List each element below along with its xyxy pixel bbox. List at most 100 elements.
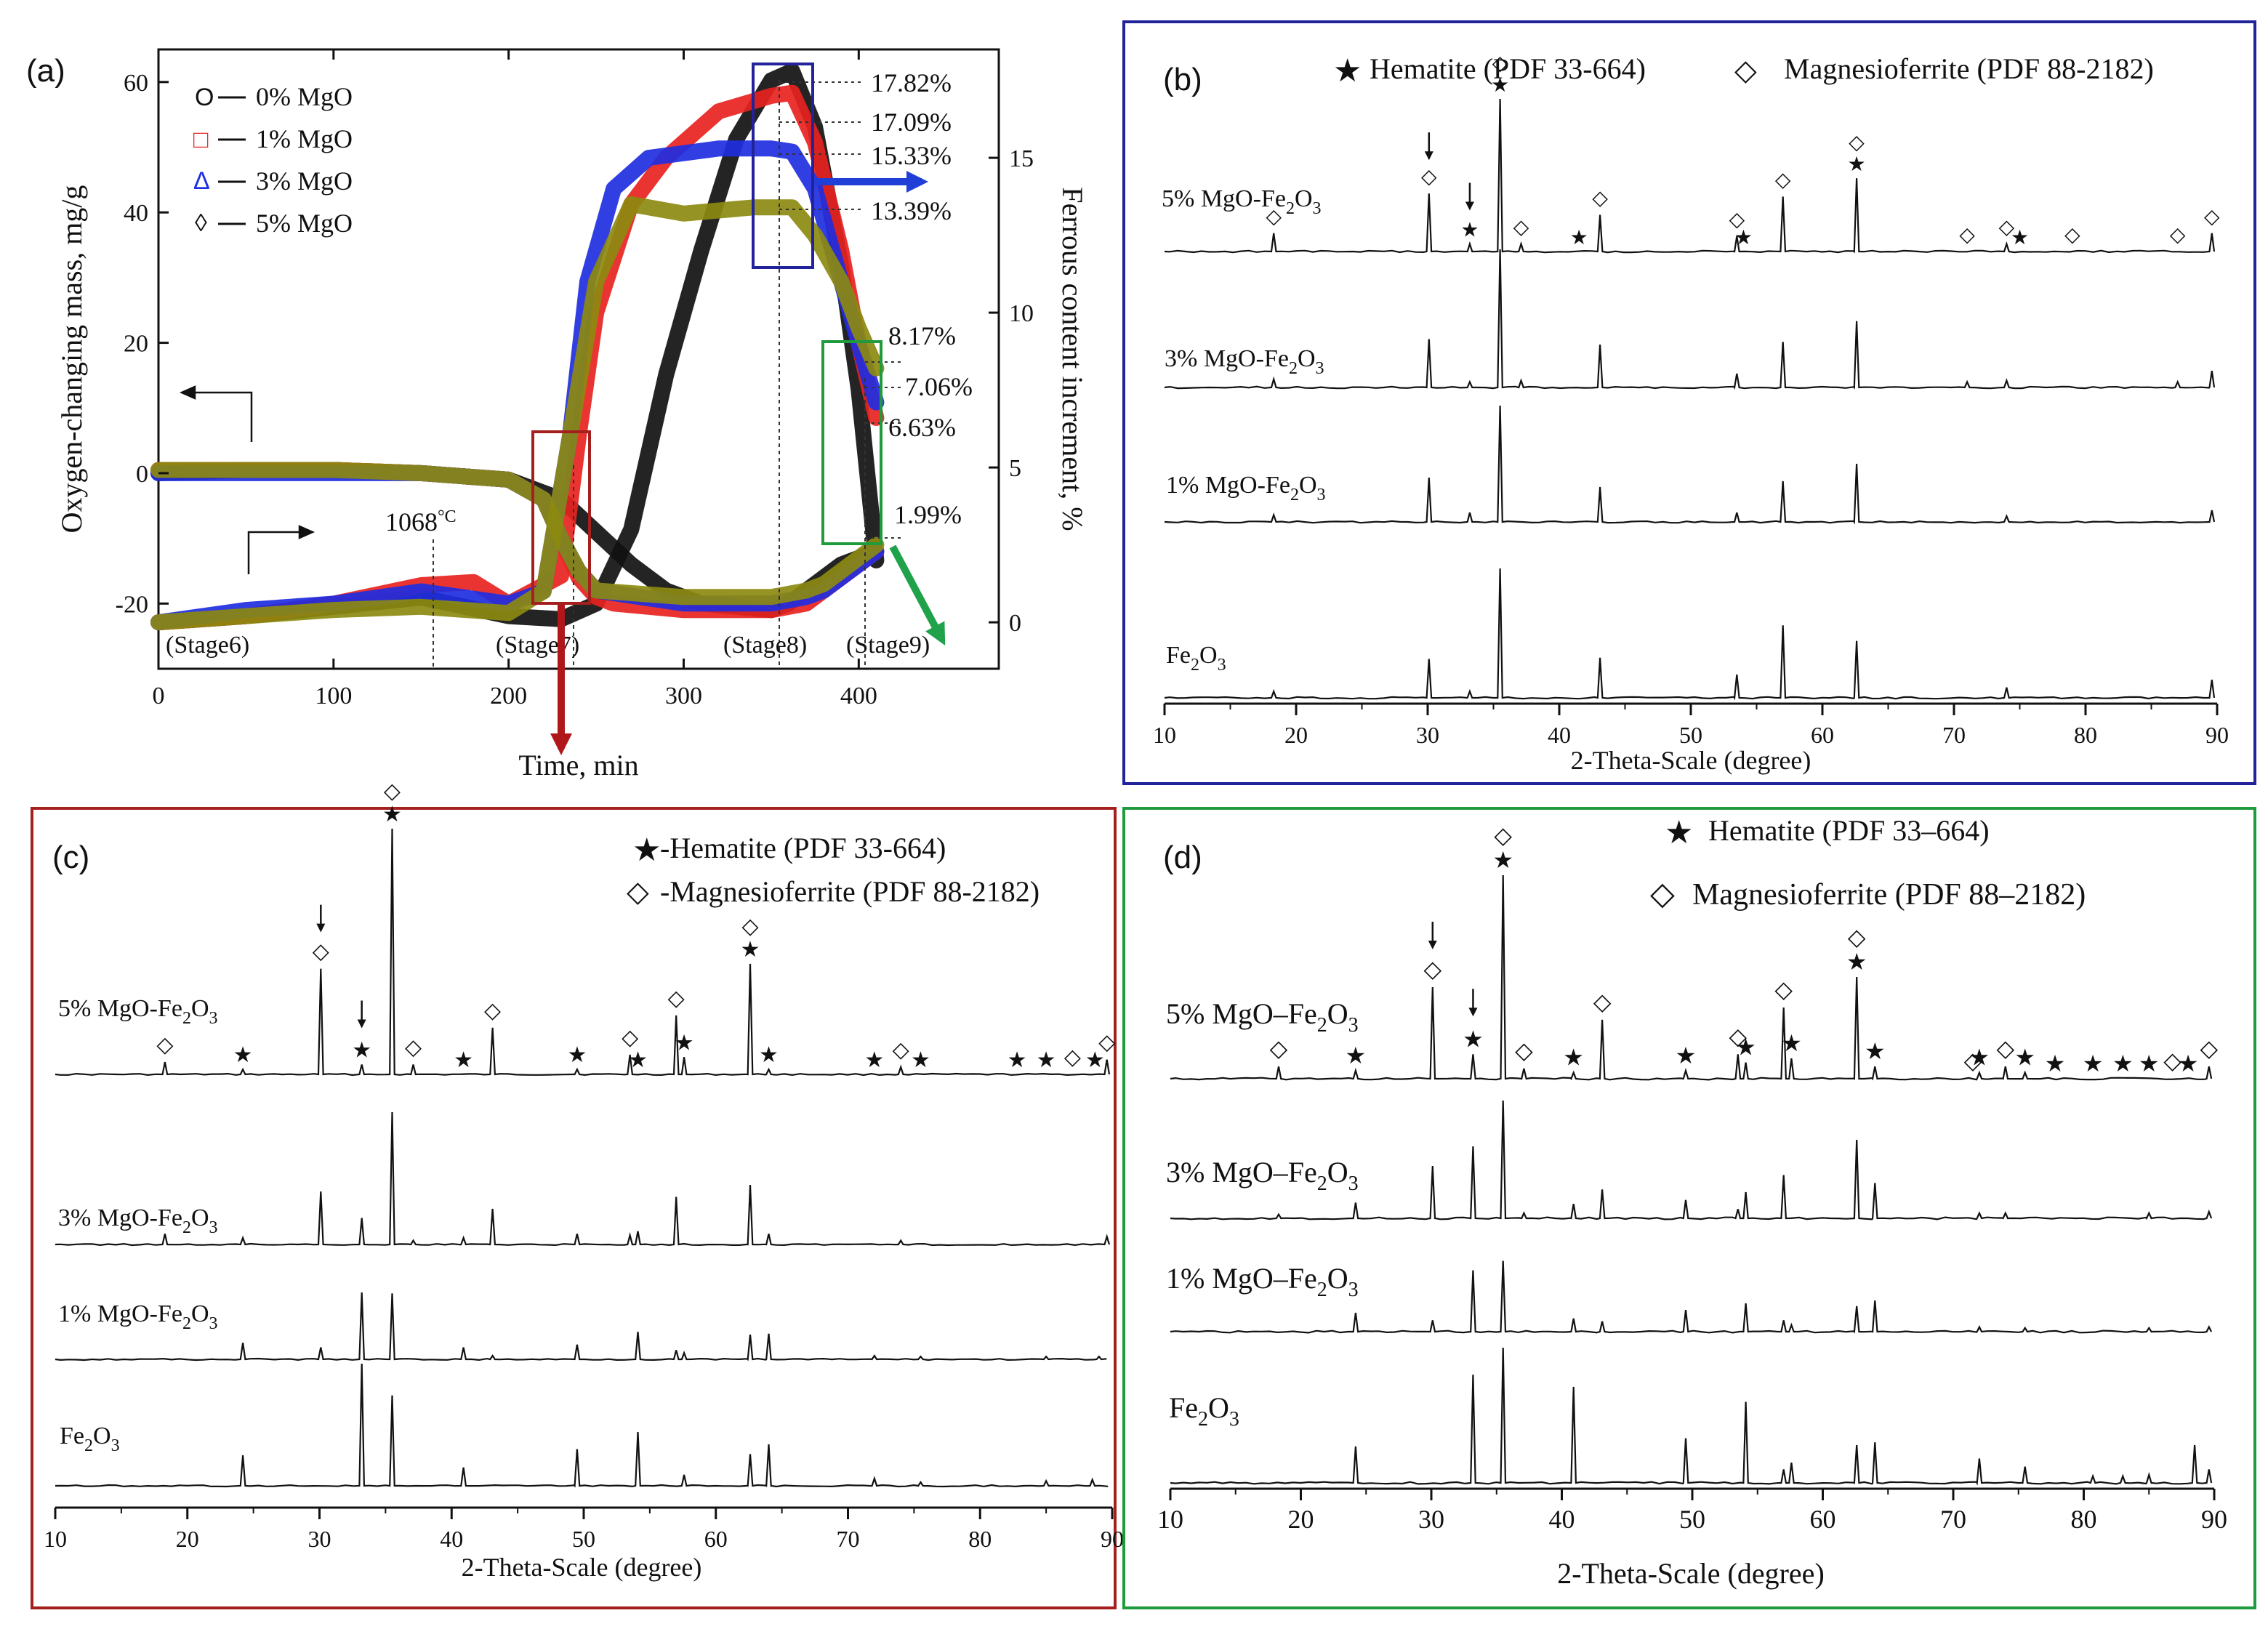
b-x-tick-label-7: 80 bbox=[2074, 722, 2097, 748]
panel-d-sample-label-5pct: 5% MgO–Fe2O3 bbox=[1166, 997, 1359, 1037]
panel-c-legend-hematite: -Hematite (PDF 33-664) bbox=[660, 832, 946, 864]
c-trace-1-mgo-fe2o3 bbox=[55, 1292, 1107, 1362]
legend-1pct-label: 1% MgO bbox=[256, 124, 353, 153]
panel-c-border bbox=[31, 807, 1117, 1609]
c-x-tick-label-0: 10 bbox=[44, 1526, 67, 1552]
c-magnesioferrite-marker-0: ◇ bbox=[156, 1033, 173, 1057]
a-yl-tick-label-3: 40 bbox=[124, 200, 148, 227]
d-x-tick-label-1: 20 bbox=[1288, 1505, 1314, 1534]
c-hematite-marker-3: ★ bbox=[454, 1048, 473, 1072]
percent-label-17-82: 17.82% bbox=[871, 68, 952, 97]
d-magnesioferrite-marker-10: ◇ bbox=[2163, 1047, 2181, 1074]
panel-b-legend-hematite-marker: ★ bbox=[1333, 53, 1362, 89]
a-yl-tick-label-2: 20 bbox=[124, 331, 148, 358]
d-magnesioferrite-marker-7: ◇ bbox=[1848, 924, 1866, 950]
c-hematite-marker-11: ★ bbox=[1008, 1048, 1027, 1072]
panel-a-plot-frame bbox=[157, 48, 1000, 670]
panel-c-phase-markers: ◇◇◇◇◇◇◇◇◇ ◇◇★ ★★★ ★ ★★★★ ★ ★ ★ ★ ★ bbox=[156, 779, 1115, 1072]
c-x-tick-label-1: 20 bbox=[176, 1526, 199, 1552]
c-magnesioferrite-marker-6: ◇ bbox=[668, 986, 685, 1010]
legend-3pct-label: 3% MgO bbox=[256, 166, 353, 196]
d-hematite-marker-4: ★ bbox=[1676, 1042, 1697, 1069]
panel-b-traces bbox=[1164, 98, 2216, 701]
b-magnesioferrite-marker-9: ◇ bbox=[1999, 217, 2015, 239]
c-hematite-marker-10: ★ bbox=[911, 1048, 930, 1072]
b-trace-5-mgo-fe2o3 bbox=[1164, 98, 2216, 254]
left-axis-indicator-arrow bbox=[179, 385, 253, 442]
c-magnesioferrite-marker-10: ◇ bbox=[1098, 1031, 1115, 1055]
d-hematite-marker-3: ★ bbox=[1563, 1045, 1584, 1071]
c-x-tick-label-5: 60 bbox=[704, 1526, 728, 1552]
d-trace-1-mgo-fe2o3 bbox=[1170, 1260, 2213, 1334]
b-down-arrowhead-1 bbox=[1465, 201, 1474, 211]
panel-a-axes: 0 100 200 300 400 -20 0 20 40 60 0 5 10 15 bbox=[116, 49, 1034, 709]
b-magnesioferrite-marker-8: ◇ bbox=[1959, 224, 1975, 246]
d-x-tick-label-3: 40 bbox=[1549, 1505, 1575, 1534]
d-hematite-marker-2: ★ bbox=[1492, 847, 1513, 873]
d-hematite-marker-6: ★ bbox=[1781, 1030, 1802, 1056]
panel-b-legend-magnesioferrite-marker: ◇ bbox=[1734, 54, 1757, 87]
b-x-tick-label-5: 60 bbox=[1811, 722, 1834, 748]
c-magnesioferrite-marker-7: ◇ bbox=[741, 914, 758, 938]
panel-d-legend-hematite: Hematite (PDF 33–664) bbox=[1708, 814, 1990, 847]
b-trace-1-mgo-fe2o3 bbox=[1164, 405, 2216, 525]
b-hematite-marker-1: ★ bbox=[1491, 74, 1509, 97]
c-x-tick-label-8: 90 bbox=[1101, 1526, 1124, 1552]
panel-b-sample-label-1pct: 1% MgO-Fe2O3 bbox=[1166, 472, 1326, 504]
panel-a-legend: O 0% MgO □ 1% MgO Δ 3% MgO ◊ 5% MgO bbox=[193, 82, 353, 238]
a-x-tick-label-1: 100 bbox=[315, 683, 352, 709]
d-magnesioferrite-marker-11: ◇ bbox=[2200, 1035, 2219, 1061]
percent-leaders bbox=[779, 81, 901, 539]
b-magnesioferrite-marker-6: ◇ bbox=[1775, 169, 1791, 191]
panel-b-sample-label-fe2o3: Fe2O3 bbox=[1166, 642, 1226, 675]
panel-b: (b) ★ Hematite (PDF 33-664) ◇ Magnesiofe… bbox=[1122, 20, 2256, 785]
c-hematite-marker-6: ★ bbox=[675, 1031, 694, 1055]
panel-b-legend-hematite: Hematite (PDF 33-664) bbox=[1370, 52, 1646, 85]
stage7-highlight-box bbox=[531, 430, 591, 605]
a-yl-tick-label-4: 60 bbox=[124, 70, 148, 97]
c-magnesioferrite-marker-8: ◇ bbox=[893, 1038, 909, 1062]
d-hematite-marker-15: ★ bbox=[2178, 1050, 2199, 1077]
c-hematite-marker-5: ★ bbox=[628, 1048, 648, 1072]
a-yl-tick-label-0: -20 bbox=[116, 591, 148, 618]
d-magnesioferrite-marker-0: ◇ bbox=[1270, 1035, 1288, 1061]
b-magnesioferrite-marker-12: ◇ bbox=[2204, 206, 2220, 228]
panel-b-legend-magnesioferrite: Magnesioferrite (PDF 88-2182) bbox=[1784, 52, 2154, 85]
b-hematite-marker-2: ★ bbox=[1570, 227, 1588, 249]
panel-b-sample-label-3pct: 3% MgO-Fe2O3 bbox=[1165, 345, 1324, 378]
series-3-mgo-ferrous- bbox=[150, 140, 885, 631]
panel-d-phase-markers: ◇◇◇◇◇◇◇◇◇ ◇ ◇ ◇★★★★ ★ ★ ★★★ ★ ★ ★ ★ ★ ★ ★ bbox=[1270, 822, 2219, 1077]
c-hematite-marker-7: ★ bbox=[741, 938, 760, 962]
a-yr-tick-label-1: 5 bbox=[1009, 455, 1021, 482]
b-magnesioferrite-marker-3: ◇ bbox=[1513, 217, 1529, 239]
d-hematite-marker-11: ★ bbox=[2045, 1050, 2066, 1077]
stage8-label: (Stage8) bbox=[723, 632, 807, 659]
d-hematite-marker-5: ★ bbox=[1735, 1034, 1756, 1061]
d-trace-5-mgo-fe2o3 bbox=[1170, 874, 2213, 1081]
panel-d-border bbox=[1122, 807, 2256, 1609]
c-hematite-marker-9: ★ bbox=[864, 1048, 884, 1072]
percent-label-6-63: 6.63% bbox=[888, 413, 956, 442]
b-trace-3-mgo-fe2o3 bbox=[1164, 249, 2216, 390]
d-hematite-marker-7: ★ bbox=[1846, 949, 1867, 975]
a-yr-tick-label-2: 10 bbox=[1009, 300, 1034, 327]
panel-a-left-y-axis-title: Oxygen-changing mass, mg/g bbox=[55, 185, 88, 534]
panel-b-x-axis-title: 2-Theta-Scale (degree) bbox=[1571, 746, 1811, 775]
panel-b-phase-markers: ◇◇◇◇◇◇◇◇◇ ◇ ◇ ◇◇★★★ ★★★ bbox=[1266, 52, 2220, 249]
b-hematite-marker-4: ★ bbox=[1848, 153, 1866, 176]
d-magnesioferrite-marker-3: ◇ bbox=[1515, 1037, 1533, 1063]
d-magnesioferrite-marker-8: ◇ bbox=[1964, 1047, 1982, 1074]
panel-a-data-series bbox=[150, 63, 885, 631]
legend-3pct-marker: Δ bbox=[193, 167, 210, 195]
panel-b-label: (b) bbox=[1163, 62, 1202, 97]
d-trace-3-mgo-fe2o3 bbox=[1170, 1100, 2213, 1220]
panel-c-traces bbox=[55, 828, 1111, 1488]
b-magnesioferrite-marker-10: ◇ bbox=[2064, 224, 2080, 246]
c-magnesioferrite-marker-4: ◇ bbox=[484, 999, 501, 1023]
panel-d: (d) ★ Hematite (PDF 33–664) ◇ Magnesiofe… bbox=[1122, 807, 2256, 1609]
b-magnesioferrite-marker-0: ◇ bbox=[1266, 206, 1282, 228]
panel-d-label: (d) bbox=[1163, 840, 1202, 875]
c-hematite-marker-12: ★ bbox=[1037, 1048, 1056, 1072]
c-hematite-marker-4: ★ bbox=[567, 1043, 587, 1067]
